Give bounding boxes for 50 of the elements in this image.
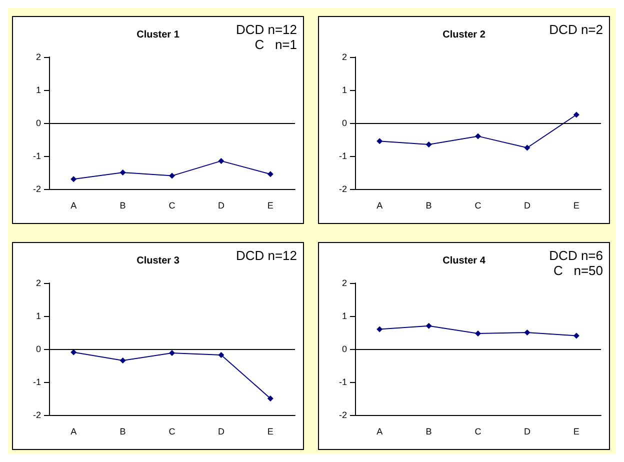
y-tick-label: 1 (36, 311, 41, 321)
y-tick-label: -1 (32, 151, 41, 161)
chart-title: Cluster 1 (136, 30, 180, 40)
x-tick-label: E (267, 200, 274, 210)
text: DCD n=12 (236, 248, 298, 263)
y-tick-label: 2 (342, 278, 347, 288)
x-tick-label: E (267, 426, 274, 436)
text: DCD n=6 (549, 248, 603, 263)
y-tick-label: 1 (342, 311, 347, 321)
y-tick-label: -2 (338, 184, 347, 194)
x-tick-label: C (168, 200, 176, 210)
x-tick-label: B (120, 200, 126, 210)
text: DCD n=2 (549, 22, 603, 37)
x-tick-label: E (573, 426, 580, 436)
x-tick-label: C (474, 426, 482, 436)
y-tick-label: -1 (338, 151, 347, 161)
chart-title: Cluster 4 (442, 256, 486, 266)
text: C n=50 (553, 263, 604, 278)
chart-title: Cluster 3 (136, 256, 180, 266)
x-tick-label: D (218, 426, 225, 436)
x-tick-label: D (524, 200, 531, 210)
x-tick-label: D (524, 426, 531, 436)
x-tick-label: C (474, 200, 482, 210)
y-tick-label: 2 (342, 52, 347, 62)
y-tick-label: 2 (36, 278, 41, 288)
y-tick-label: 0 (342, 118, 347, 128)
y-tick-label: -2 (32, 184, 41, 194)
x-tick-label: A (376, 200, 383, 210)
y-tick-label: 1 (36, 85, 41, 95)
x-tick-label: A (376, 426, 383, 436)
y-tick-label: -1 (338, 377, 347, 387)
y-tick-label: 0 (36, 344, 41, 354)
x-tick-label: C (168, 426, 176, 436)
y-tick-label: -2 (338, 410, 347, 420)
y-tick-label: -1 (32, 377, 41, 387)
x-tick-label: B (426, 426, 432, 436)
y-tick-label: -2 (32, 410, 41, 420)
chart-title: Cluster 2 (442, 30, 486, 40)
x-tick-label: B (120, 426, 126, 436)
x-tick-label: A (70, 200, 77, 210)
x-tick-label: A (70, 426, 77, 436)
text: C n=1 (254, 37, 298, 52)
y-tick-label: 1 (342, 85, 347, 95)
x-tick-label: B (426, 200, 432, 210)
x-tick-label: D (218, 200, 225, 210)
y-tick-label: 2 (36, 52, 41, 62)
text: DCD n=12 (236, 22, 298, 37)
y-tick-label: 0 (36, 118, 41, 128)
y-tick-label: 0 (342, 344, 347, 354)
x-tick-label: E (573, 200, 580, 210)
